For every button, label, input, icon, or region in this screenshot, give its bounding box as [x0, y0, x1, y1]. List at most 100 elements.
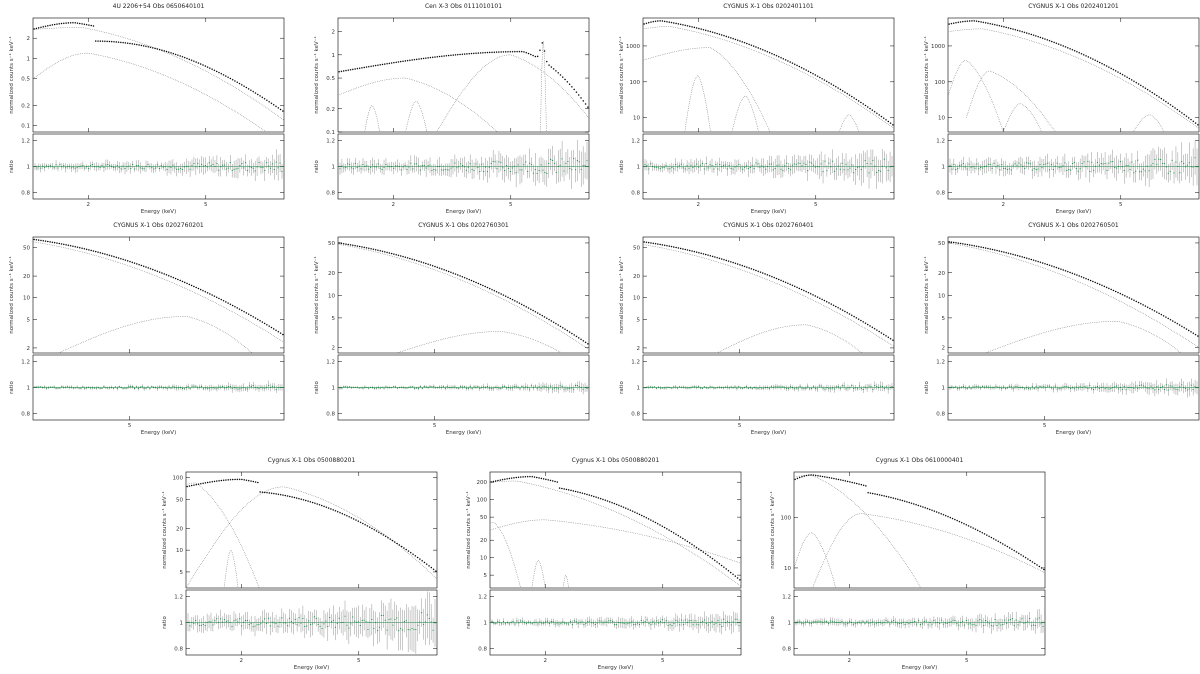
data-point: [1067, 271, 1069, 273]
data-point: [213, 480, 216, 482]
data-point: [158, 271, 161, 273]
data-point: [83, 248, 86, 250]
ratio-point: [410, 162, 412, 164]
ratio-point: [396, 617, 398, 619]
data-point: [358, 246, 361, 248]
data-point: [373, 529, 375, 531]
ratio-point: [1133, 387, 1135, 389]
ratio-point: [394, 386, 397, 388]
y-tick-label: 20: [938, 271, 945, 277]
ratio-point: [765, 387, 767, 388]
ratio-point: [1089, 385, 1091, 386]
ratio-point: [1188, 162, 1190, 164]
ratio-point: [364, 386, 366, 388]
data-point: [1160, 314, 1163, 316]
ratio-point: [437, 387, 439, 389]
ratio-tick-label: 1: [332, 386, 336, 392]
data-point: [218, 72, 220, 74]
ratio-point: [43, 386, 46, 388]
data-point: [693, 26, 696, 28]
data-point: [1117, 71, 1119, 73]
data-point: [400, 545, 403, 547]
data-point: [263, 322, 266, 324]
data-point: [563, 488, 565, 490]
data-point: [222, 479, 225, 481]
data-point: [1140, 303, 1142, 305]
data-point: [677, 535, 679, 537]
ratio-point: [350, 623, 352, 625]
data-point: [533, 476, 536, 478]
ratio-point: [1102, 163, 1104, 165]
ratio-point: [696, 386, 698, 388]
ratio-point: [61, 166, 63, 168]
data-point: [502, 51, 505, 53]
data-point: [825, 80, 828, 82]
ratio-point: [168, 386, 170, 388]
ratio-tick-label: 1: [27, 165, 31, 171]
ratio-point: [72, 387, 74, 389]
ratio-point: [116, 387, 118, 389]
ratio-point: [193, 385, 195, 387]
ratio-point: [964, 166, 966, 168]
ratio-point: [719, 386, 721, 388]
data-point: [374, 65, 377, 67]
data-point: [810, 71, 812, 73]
data-point: [493, 51, 496, 53]
data-point: [188, 283, 191, 285]
data-point: [213, 295, 216, 297]
ratio-point: [250, 167, 252, 168]
data-point: [613, 503, 616, 505]
ratio-point: [1117, 388, 1120, 390]
data-point: [828, 82, 830, 84]
x-axis-label: Energy (keV): [1056, 209, 1091, 215]
ratio-point: [110, 386, 113, 388]
data-point: [1181, 112, 1183, 114]
ratio-point: [143, 388, 145, 389]
ratio-point: [648, 386, 650, 388]
ratio-point: [225, 621, 227, 623]
data-point: [418, 260, 420, 262]
ratio-point: [981, 167, 984, 169]
ratio-point: [338, 617, 340, 619]
ratio-point: [70, 167, 72, 169]
ratio-point: [38, 386, 40, 388]
ratio-point: [341, 387, 343, 389]
data-point: [377, 64, 379, 66]
ratio-point: [389, 387, 391, 389]
ratio-point: [122, 387, 124, 389]
data-point: [508, 477, 511, 479]
ratio-point: [1133, 172, 1135, 174]
data-point: [426, 563, 428, 565]
ratio-point: [534, 168, 536, 170]
ratio-point: [709, 164, 711, 166]
ratio-point: [974, 386, 976, 388]
ratio-point: [845, 388, 847, 390]
data-point: [527, 53, 530, 55]
ratio-point: [315, 617, 317, 619]
data-point: [498, 51, 500, 53]
ratio-point: [408, 166, 410, 168]
ratio-point: [698, 386, 700, 388]
ratio-point: [513, 165, 515, 167]
data-point: [1185, 328, 1188, 330]
ratio-point: [197, 163, 199, 165]
ratio-point: [410, 386, 412, 388]
ratio-point: [879, 170, 882, 172]
data-point: [1089, 57, 1092, 59]
data-point: [700, 28, 702, 30]
data-point: [273, 493, 275, 495]
ratio-point: [290, 621, 292, 622]
ratio-point: [381, 386, 383, 388]
data-point: [266, 324, 268, 326]
y-tick-label: 0.2: [326, 107, 335, 113]
ratio-point: [494, 386, 496, 388]
ratio-axis-label: ratio: [162, 616, 168, 629]
ratio-point: [546, 386, 548, 388]
ratio-point: [359, 625, 361, 626]
ratio-point: [694, 165, 696, 167]
data-point: [447, 55, 450, 57]
data-point: [282, 110, 284, 112]
data-point: [372, 248, 375, 250]
data-point: [700, 550, 702, 552]
ratio-point: [843, 385, 845, 387]
